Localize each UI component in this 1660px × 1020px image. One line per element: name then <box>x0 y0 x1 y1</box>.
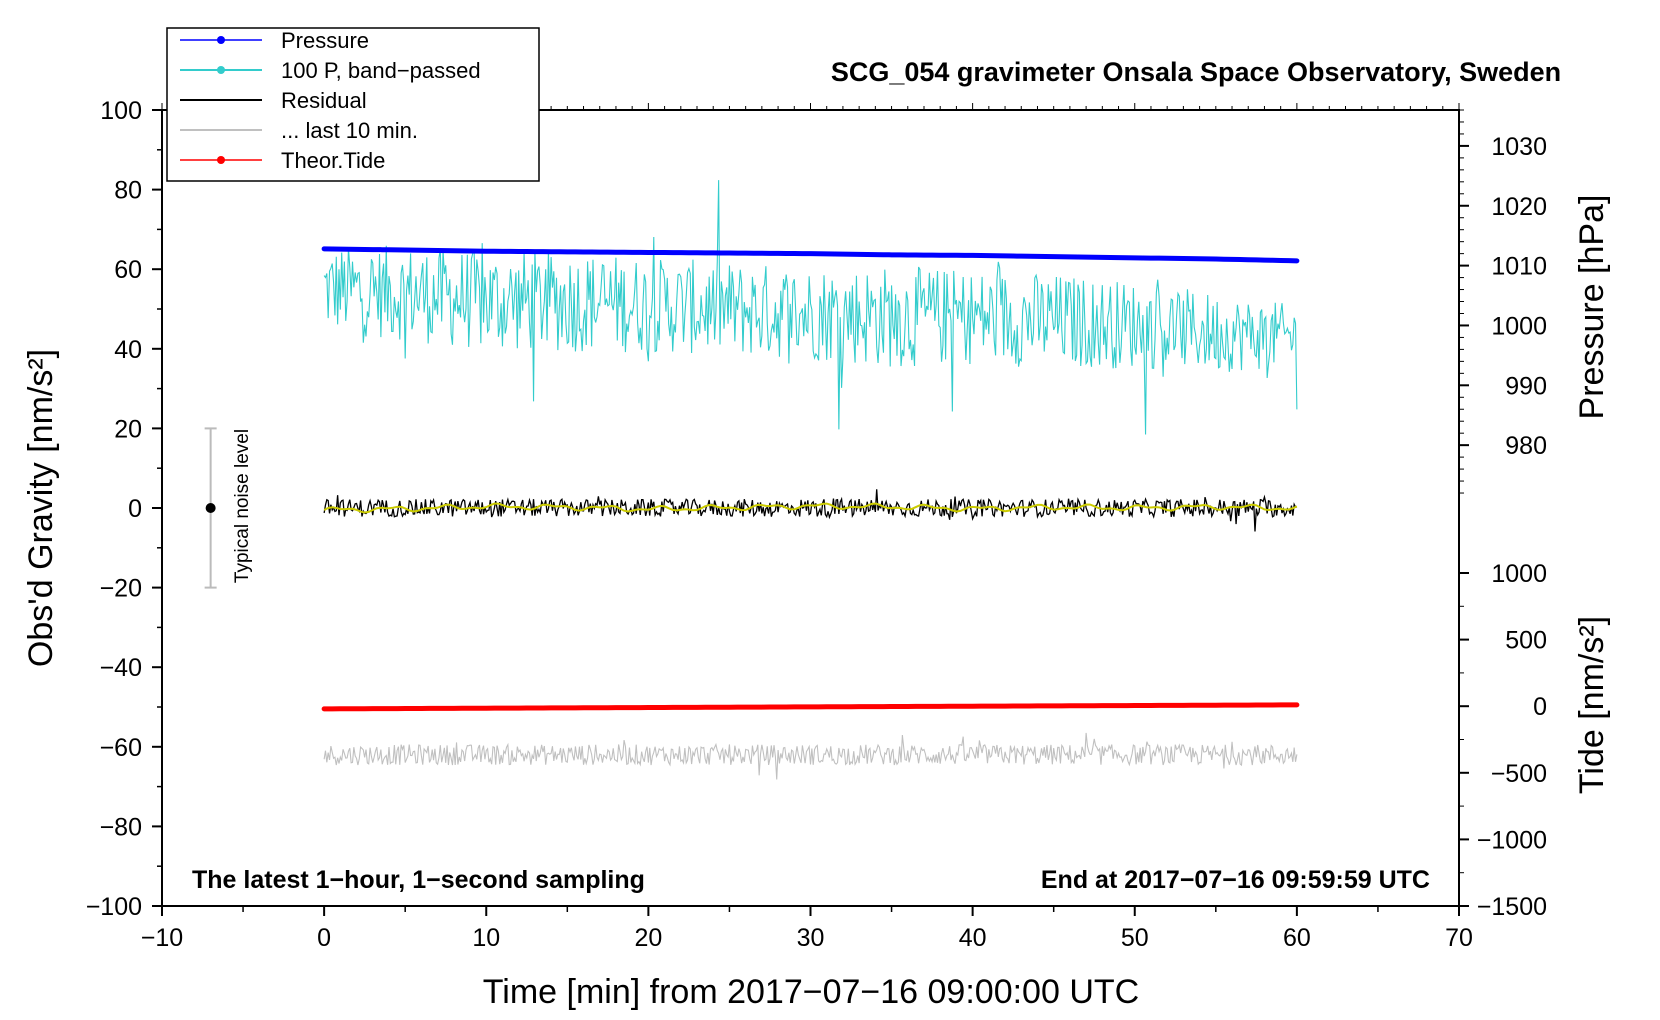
y-axis-pressure: 980 990 1000 1010 1020 1030 <box>1459 109 1547 494</box>
tide-tick-label: −500 <box>1491 760 1547 788</box>
legend-marker <box>217 156 225 164</box>
plot-frame <box>161 109 1460 907</box>
legend-label: Theor.Tide <box>281 148 385 173</box>
y-axis-tide: −1500 −1000 −500 0 500 1000 <box>1459 560 1547 921</box>
y-axis-label-pressure: Pressure [hPa] <box>1573 195 1611 420</box>
legend-label: 100 P, band−passed <box>281 58 481 83</box>
x-tick-label: 50 <box>1121 924 1149 952</box>
legend-label: ... last 10 min. <box>281 118 418 143</box>
noise-level-label: Typical noise level <box>232 429 253 583</box>
x-tick-label: 70 <box>1445 924 1473 952</box>
chart-title: SCG_054 gravimeter Onsala Space Observat… <box>831 57 1561 87</box>
y-tick-label: −60 <box>100 734 142 762</box>
series-layer <box>321 180 1300 780</box>
legend-label: Residual <box>281 88 367 113</box>
noise-level-indicator: Typical noise level <box>204 427 253 589</box>
x-tick-label: 30 <box>797 924 825 952</box>
y-tick-label: 100 <box>100 97 142 125</box>
x-tick-label: 20 <box>634 924 662 952</box>
y-axis-label-gravity: Obs'd Gravity [nm/s²] <box>22 349 60 667</box>
pressure-tick-label: 1010 <box>1491 253 1547 281</box>
x-axis-label: Time [min] from 2017−07−16 09:00:00 UTC <box>483 973 1139 1011</box>
series-last-10-min <box>323 732 1298 780</box>
tide-tick-label: 500 <box>1505 627 1547 655</box>
series-theor-tide <box>321 702 1300 712</box>
end-time-note: End at 2017−07−16 09:59:59 UTC <box>1041 866 1430 894</box>
legend: Pressure 100 P, band−passed Residual ... la… <box>166 27 540 182</box>
pressure-tick-label: 1000 <box>1491 312 1547 340</box>
y-tick-label: 80 <box>114 177 142 205</box>
y-tick-label: −20 <box>100 575 142 603</box>
x-tick-label: 40 <box>959 924 987 952</box>
y-tick-label: 40 <box>114 336 142 364</box>
legend-box <box>166 27 540 182</box>
pressure-tick-label: 1030 <box>1491 133 1547 161</box>
y-tick-label: 20 <box>114 415 142 443</box>
pressure-tick-label: 1020 <box>1491 193 1547 221</box>
pressure-tick-label: 980 <box>1505 432 1547 460</box>
y-tick-label: −100 <box>86 893 142 921</box>
y-tick-label: 0 <box>128 495 142 523</box>
x-tick-label: 0 <box>317 924 331 952</box>
x-tick-label: 60 <box>1283 924 1311 952</box>
series-100-p-band-passed <box>323 180 1298 435</box>
tide-tick-label: −1500 <box>1477 893 1547 921</box>
x-tick-label: −10 <box>141 924 183 952</box>
sampling-note: The latest 1−hour, 1−second sampling <box>192 866 645 894</box>
legend-marker <box>217 36 225 44</box>
y-axis-gravity: −100 −80 −60 −40 −20 0 20 40 60 80 100 <box>86 97 162 921</box>
y-axis-label-tide: Tide [nm/s²] <box>1573 616 1611 794</box>
x-axis: −10 0 10 20 30 40 50 60 70 <box>141 906 1473 952</box>
noise-level-dot <box>205 503 216 513</box>
x-tick-label: 10 <box>472 924 500 952</box>
series-pressure <box>321 246 1300 264</box>
tide-tick-label: 1000 <box>1491 560 1547 588</box>
y-tick-label: −40 <box>100 654 142 682</box>
tide-tick-label: −1000 <box>1477 826 1547 854</box>
series-running-mean <box>323 502 1298 514</box>
pressure-tick-label: 990 <box>1505 372 1547 400</box>
series-residual <box>323 489 1297 532</box>
y-tick-label: −80 <box>100 813 142 841</box>
y-tick-label: 60 <box>114 256 142 284</box>
legend-label: Pressure <box>281 28 369 53</box>
legend-marker <box>217 66 225 74</box>
tide-tick-label: 0 <box>1533 693 1547 721</box>
